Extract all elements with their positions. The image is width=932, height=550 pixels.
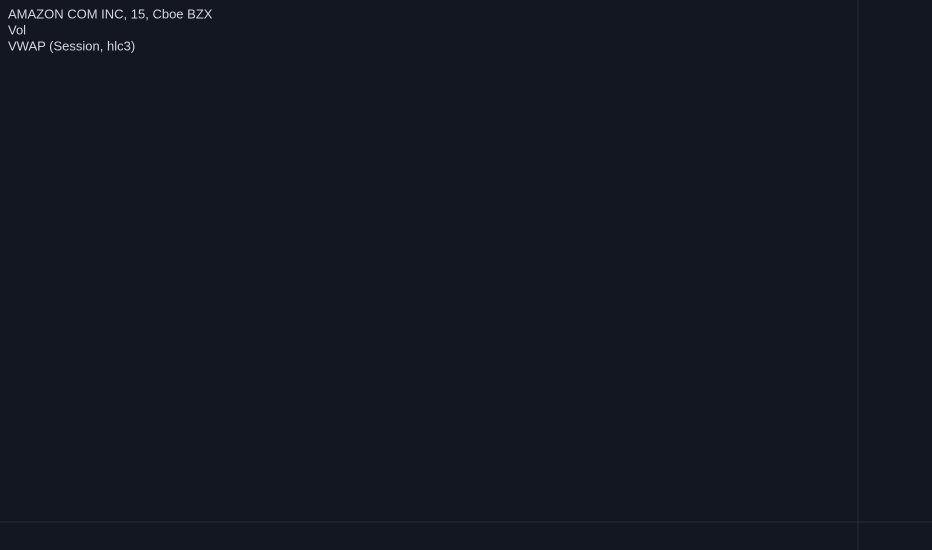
- legend-vwap: VWAP (Session, hlc3): [8, 38, 135, 53]
- legend-title: AMAZON COM INC, 15, Cboe BZX: [8, 6, 213, 21]
- legend-volume: Vol: [8, 22, 26, 37]
